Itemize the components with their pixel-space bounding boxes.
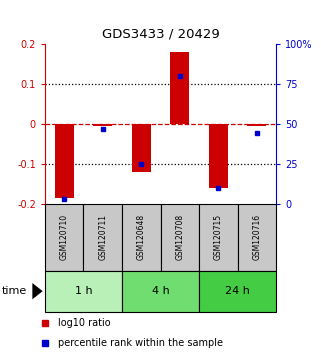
Text: 24 h: 24 h xyxy=(225,286,250,296)
Bar xyxy=(93,124,112,126)
Text: GSM120708: GSM120708 xyxy=(175,214,184,260)
Bar xyxy=(238,204,276,271)
Bar xyxy=(55,124,74,198)
Polygon shape xyxy=(32,283,43,299)
Bar xyxy=(122,204,160,271)
Bar xyxy=(170,52,189,124)
Bar xyxy=(247,124,266,126)
Bar xyxy=(160,204,199,271)
Bar xyxy=(199,271,276,312)
Bar xyxy=(45,204,83,271)
Text: GSM120715: GSM120715 xyxy=(214,214,223,260)
Text: GSM120711: GSM120711 xyxy=(98,214,107,260)
Text: GSM120710: GSM120710 xyxy=(60,214,69,260)
Bar xyxy=(45,271,122,312)
Text: GSM120716: GSM120716 xyxy=(252,214,261,260)
Text: time: time xyxy=(2,286,27,296)
Bar xyxy=(122,271,199,312)
Text: log10 ratio: log10 ratio xyxy=(58,318,110,329)
Bar xyxy=(209,124,228,188)
Text: GSM120648: GSM120648 xyxy=(137,214,146,260)
Text: 4 h: 4 h xyxy=(152,286,169,296)
Bar xyxy=(132,124,151,172)
Text: 1 h: 1 h xyxy=(75,286,92,296)
Bar xyxy=(199,204,238,271)
Bar xyxy=(83,204,122,271)
Text: percentile rank within the sample: percentile rank within the sample xyxy=(58,338,223,348)
Text: GDS3433 / 20429: GDS3433 / 20429 xyxy=(102,28,219,41)
